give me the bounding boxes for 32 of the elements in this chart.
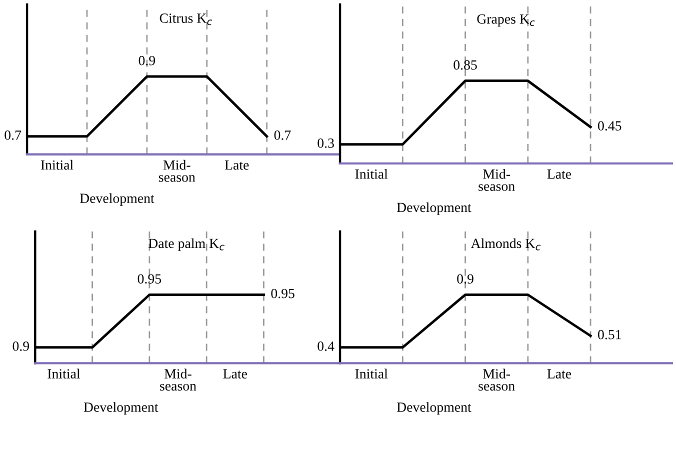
text: Initial: [48, 368, 80, 379]
text: Development: [396, 202, 472, 215]
data-label: 0.95: [138, 274, 162, 284]
data-label: 0.9: [457, 274, 474, 284]
data-label: 0.9: [138, 56, 156, 66]
text: Mid- season: [478, 368, 515, 391]
text: Initial: [355, 168, 388, 179]
text: Late: [547, 170, 572, 179]
text: Development: [80, 193, 154, 206]
data-label: 0.7: [274, 130, 291, 140]
data-label: 0.85: [454, 60, 477, 70]
chart-title: Grapes K$_{c}$: [477, 14, 535, 27]
text: Mid- season: [160, 368, 196, 391]
data-label: 0.95: [271, 288, 294, 298]
text: Late: [224, 160, 249, 170]
chart-title: Citrus K$_{c}$: [160, 14, 212, 26]
data-label: 0.51: [598, 330, 621, 340]
text: Development: [396, 402, 472, 415]
data-label: 0.3: [318, 138, 334, 148]
chart-title: Date palm K$_{c}$: [148, 238, 224, 251]
text: Mid- season: [478, 168, 515, 191]
data-label: 0.7: [4, 130, 22, 140]
text: Initial: [40, 160, 74, 170]
chart-title: Almonds K$_{c}$: [470, 238, 541, 250]
data-label: 0.9: [12, 342, 30, 351]
text: Late: [547, 369, 572, 379]
data-label: 0.45: [598, 121, 622, 131]
text: Initial: [355, 368, 388, 379]
data-label: 0.4: [318, 342, 334, 351]
text: Late: [223, 369, 247, 379]
text: Development: [84, 402, 158, 415]
text: Mid- season: [158, 160, 196, 182]
